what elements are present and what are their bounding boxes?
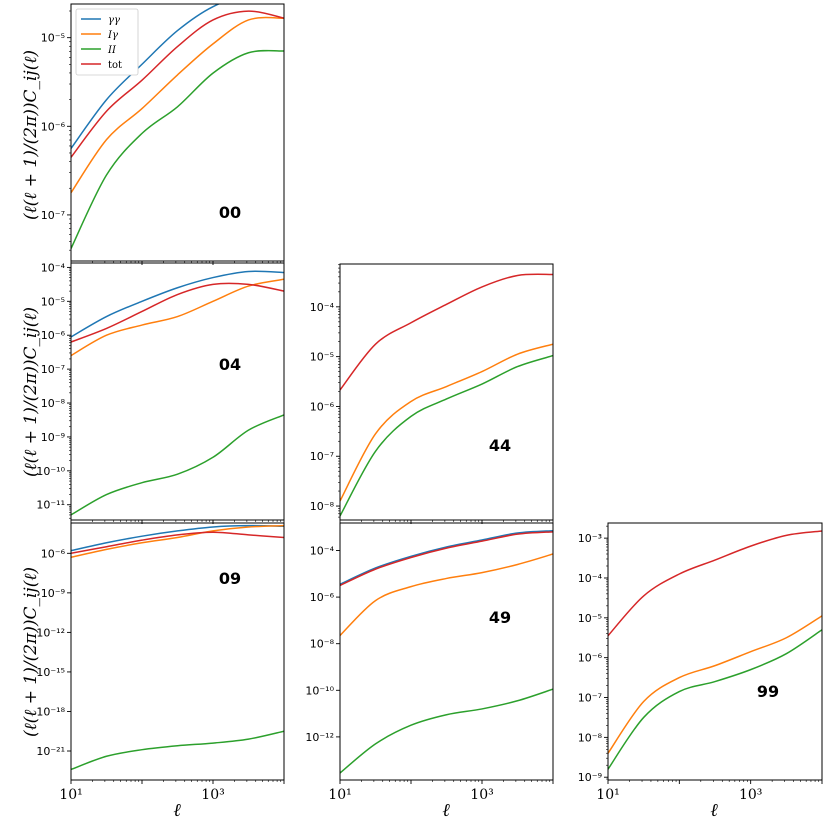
y-tick-label: 10⁻⁷ bbox=[41, 363, 65, 376]
panel-00: 10⁻⁷ 10⁻⁶ 10⁻⁵ 00 bbox=[41, 3, 285, 265]
x-axis-label-col3: ℓ bbox=[710, 800, 718, 821]
series-group bbox=[608, 530, 822, 770]
legend-label-gg: γγ bbox=[108, 15, 120, 26]
y-axis-label-row1: (ℓ(ℓ + 1)/(2π))C_ij(ℓ) bbox=[21, 50, 41, 220]
series-line-gg bbox=[71, 270, 284, 338]
series-line-II bbox=[71, 414, 284, 516]
y-tick-label: 10⁻³ bbox=[578, 532, 602, 545]
y-tick-label: 10⁻¹⁸ bbox=[36, 705, 65, 718]
legend-label-tot: tot bbox=[108, 60, 122, 71]
y-tick-label: 10⁻⁶ bbox=[310, 591, 335, 604]
x-tick-label: 10³ bbox=[201, 787, 224, 803]
series-group bbox=[340, 529, 553, 774]
x-tick-label: 10³ bbox=[470, 787, 493, 803]
plot-frame bbox=[70, 522, 285, 781]
series-group bbox=[71, 270, 284, 516]
panel-99: 10⁻⁹ 10⁻⁸ 10⁻⁷ 10⁻⁶ 10⁻⁵ 10⁻⁴ 10⁻³ 10¹ 10³ 99 bbox=[578, 522, 823, 803]
y-tick-label: 10⁻⁵ bbox=[578, 612, 602, 625]
y-axis-label-row2: (ℓ(ℓ + 1)/(2π))C_ij(ℓ) bbox=[21, 307, 41, 477]
x-axis-label-col2: ℓ bbox=[442, 800, 450, 821]
series-line-Ig bbox=[340, 343, 553, 502]
series-line-gg bbox=[340, 529, 553, 585]
plot-frame bbox=[607, 522, 823, 781]
panel-label: 09 bbox=[219, 569, 241, 588]
legend-label-II: II bbox=[107, 45, 117, 56]
y-tick-label: 10⁻⁷ bbox=[310, 450, 334, 463]
panel-label: 99 bbox=[757, 682, 779, 701]
series-line-tot bbox=[340, 273, 553, 391]
panel-label: 00 bbox=[219, 203, 241, 222]
y-axis-label-row3: (ℓ(ℓ + 1)/(2π))C_ij(ℓ) bbox=[21, 567, 41, 737]
y-tick-label: 10⁻⁹ bbox=[41, 431, 65, 444]
plot-frame bbox=[70, 3, 285, 262]
y-tick-label: 10⁻⁵ bbox=[310, 351, 334, 364]
y-tick-label: 10⁻⁹ bbox=[578, 771, 602, 784]
x-axis-label-col1: ℓ bbox=[173, 800, 181, 821]
y-tick-label: 10⁻⁸ bbox=[310, 500, 335, 513]
series-line-II bbox=[608, 629, 822, 770]
series-line-II bbox=[71, 730, 284, 771]
panel-49: 10⁻¹² 10⁻¹⁰ 10⁻⁸ 10⁻⁶ 10⁻⁴ 10¹ 10³ 49 bbox=[305, 522, 554, 803]
y-tick-label: 10⁻⁶ bbox=[41, 547, 66, 560]
series-line-II bbox=[340, 688, 553, 774]
y-tick-label: 10⁻⁴ bbox=[310, 544, 335, 557]
y-tick-label: 10⁻⁴ bbox=[578, 572, 603, 585]
y-tick-label: 10⁻⁶ bbox=[41, 120, 66, 133]
y-tick-label: 10⁻⁹ bbox=[41, 587, 65, 600]
series-line-tot bbox=[71, 531, 284, 555]
x-tick-label: 10¹ bbox=[59, 787, 82, 803]
series-group bbox=[340, 273, 553, 517]
y-tick-label: 10⁻⁸ bbox=[578, 731, 603, 744]
series-line-Ig bbox=[71, 278, 284, 357]
panel-09: 10⁻²¹ 10⁻¹⁸ 10⁻¹⁵ 10⁻¹² 10⁻⁹ 10⁻⁶ 10¹ 10³ 09 bbox=[36, 522, 285, 803]
series-line-gg bbox=[71, 524, 284, 552]
panel-44: 10⁻⁸ 10⁻⁷ 10⁻⁶ 10⁻⁵ 10⁻⁴ 44 bbox=[310, 263, 554, 524]
y-tick-label: 10⁻⁶ bbox=[310, 400, 335, 413]
legend: γγ Iγ II tot bbox=[75, 8, 139, 76]
y-tick-label: 10⁻¹⁰ bbox=[305, 684, 334, 697]
y-tick-label: 10⁻¹² bbox=[305, 731, 334, 744]
legend-box bbox=[75, 8, 139, 76]
panel-label: 49 bbox=[489, 608, 511, 627]
series-group bbox=[71, 4, 284, 249]
panel-04: 10⁻¹¹ 10⁻¹⁰ 10⁻⁹ 10⁻⁸ 10⁻⁷ 10⁻⁶ 10⁻⁵ 10⁻⁴ 04 bbox=[36, 261, 285, 524]
y-tick-label: 10⁻⁴ bbox=[41, 261, 66, 274]
series-line-gg bbox=[71, 4, 221, 149]
series-line-tot bbox=[340, 531, 553, 587]
y-tick-label: 10⁻⁵ bbox=[41, 295, 65, 308]
y-tick-label: 10⁻⁶ bbox=[41, 329, 66, 342]
series-line-tot bbox=[608, 530, 822, 637]
series-line-tot bbox=[71, 282, 284, 343]
series-line-Ig bbox=[608, 615, 822, 754]
y-tick-label: 10⁻²¹ bbox=[36, 745, 65, 758]
panel-label: 44 bbox=[489, 436, 511, 455]
y-tick-label: 10⁻¹¹ bbox=[36, 499, 65, 512]
y-tick-label: 10⁻⁵ bbox=[41, 32, 65, 45]
y-tick-label: 10⁻⁶ bbox=[578, 652, 603, 665]
y-tick-label: 10⁻⁴ bbox=[310, 301, 335, 314]
y-tick-label: 10⁻⁷ bbox=[578, 692, 602, 705]
x-tick-label: 10¹ bbox=[596, 787, 619, 803]
plot-frame bbox=[339, 263, 554, 521]
y-tick-label: 10⁻¹² bbox=[36, 626, 65, 639]
legend-label-Ig: Iγ bbox=[107, 30, 118, 41]
y-tick-label: 10⁻⁸ bbox=[310, 638, 335, 651]
y-tick-label: 10⁻⁷ bbox=[41, 209, 65, 222]
series-line-II bbox=[71, 49, 284, 249]
series-group bbox=[71, 524, 284, 771]
x-tick-label: 10¹ bbox=[328, 787, 351, 803]
series-line-II bbox=[340, 354, 553, 517]
y-tick-label: 10⁻⁸ bbox=[41, 397, 66, 410]
plot-frame bbox=[70, 262, 285, 521]
x-tick-label: 10³ bbox=[739, 787, 762, 803]
y-tick-label: 10⁻¹⁰ bbox=[36, 465, 65, 478]
panel-label: 04 bbox=[219, 355, 241, 374]
plot-frame bbox=[339, 522, 554, 781]
series-line-Ig bbox=[340, 553, 553, 637]
series-line-Ig bbox=[71, 524, 284, 559]
y-tick-label: 10⁻¹⁵ bbox=[36, 666, 65, 679]
series-line-tot bbox=[71, 10, 284, 158]
series-line-Ig bbox=[71, 16, 284, 194]
